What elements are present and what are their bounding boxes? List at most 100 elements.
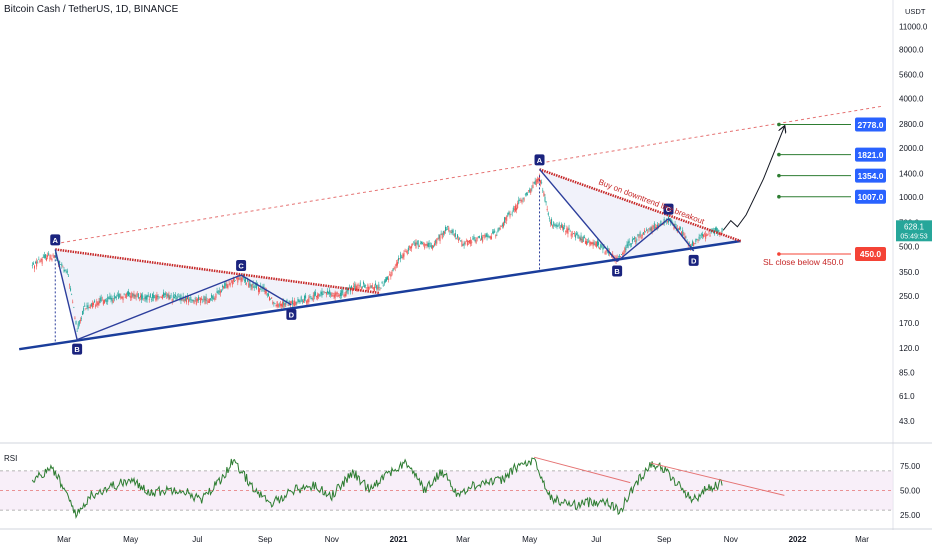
candle-body bbox=[657, 224, 659, 227]
candle-body bbox=[52, 254, 54, 257]
candle-body bbox=[563, 227, 565, 230]
candle-body bbox=[404, 250, 406, 252]
y-tick-label: 4000.0 bbox=[899, 95, 924, 104]
candle-body bbox=[31, 265, 33, 266]
candle-body bbox=[136, 294, 138, 296]
candle-body bbox=[41, 258, 43, 264]
candle-body bbox=[436, 239, 438, 244]
candle-body bbox=[677, 228, 679, 231]
pattern-point-badge bbox=[286, 308, 297, 320]
candle-body bbox=[325, 292, 327, 295]
candle-body bbox=[707, 234, 709, 236]
candle-body bbox=[385, 277, 387, 281]
countdown-label: 05:49:53 bbox=[900, 233, 927, 240]
candle-body bbox=[46, 257, 48, 261]
candle-body bbox=[68, 284, 70, 286]
candle-body bbox=[156, 295, 158, 299]
candle-body bbox=[70, 288, 72, 291]
projection-path bbox=[722, 127, 784, 231]
candle-body bbox=[157, 295, 159, 298]
candle-body bbox=[75, 320, 77, 325]
candle-body bbox=[298, 300, 300, 303]
candle-body bbox=[583, 236, 585, 239]
candle-body bbox=[626, 244, 628, 246]
candle-body bbox=[719, 233, 721, 235]
candle-body bbox=[134, 294, 136, 297]
candle-body bbox=[411, 245, 413, 249]
candle-body bbox=[141, 294, 143, 300]
candle-body bbox=[400, 253, 402, 259]
candle-body bbox=[288, 300, 290, 304]
candle-body bbox=[540, 180, 542, 184]
candle-body bbox=[294, 300, 296, 307]
target-badge bbox=[855, 189, 886, 204]
candle-body bbox=[269, 296, 271, 301]
candle-body bbox=[407, 247, 409, 251]
candle-body bbox=[345, 291, 347, 296]
candle-body bbox=[171, 298, 173, 302]
candle-body bbox=[290, 301, 292, 303]
candle-body bbox=[85, 308, 87, 309]
candle-body bbox=[328, 291, 330, 294]
x-tick-label: Nov bbox=[724, 535, 738, 544]
candle-body bbox=[475, 239, 477, 244]
x-tick-label: May bbox=[123, 535, 138, 544]
target-dot bbox=[777, 122, 781, 127]
candle-body bbox=[281, 303, 283, 307]
candle-body bbox=[67, 275, 69, 277]
candle-body bbox=[251, 284, 253, 290]
candle-body bbox=[470, 239, 472, 244]
candle-body bbox=[366, 287, 368, 289]
candle-body bbox=[208, 298, 210, 303]
candle-body bbox=[390, 275, 392, 277]
candle-body bbox=[144, 296, 146, 299]
candle-body bbox=[427, 242, 429, 247]
candle-body bbox=[718, 230, 720, 232]
candle-body bbox=[391, 271, 393, 275]
candle-body bbox=[574, 233, 576, 235]
candle-body bbox=[681, 231, 683, 236]
candle-body bbox=[359, 282, 361, 287]
candle-body bbox=[417, 240, 419, 247]
pattern-point-badge bbox=[72, 343, 83, 355]
candle-body bbox=[598, 242, 600, 245]
candle-body bbox=[333, 294, 335, 298]
candle-body bbox=[566, 228, 568, 233]
candle-body bbox=[636, 239, 638, 241]
candle-body bbox=[232, 278, 234, 282]
candle-body bbox=[89, 304, 91, 309]
candle-body bbox=[580, 235, 582, 241]
rsi-tick-label: 75.00 bbox=[900, 462, 921, 471]
candle-body bbox=[133, 293, 135, 299]
candle-body bbox=[481, 235, 483, 240]
candle-body bbox=[523, 198, 525, 200]
candle-body bbox=[258, 286, 260, 293]
candle-body bbox=[430, 245, 432, 248]
candle-body bbox=[334, 292, 336, 299]
candle-body bbox=[413, 241, 415, 243]
candle-body bbox=[236, 277, 238, 280]
candle-body bbox=[498, 227, 500, 230]
candle-body bbox=[340, 292, 342, 297]
stop-loss-label: 450.0 bbox=[860, 249, 882, 259]
candle-body bbox=[478, 236, 480, 239]
pattern-leg bbox=[538, 168, 618, 262]
candle-body bbox=[200, 297, 202, 303]
candle-body bbox=[150, 299, 152, 300]
candle-body bbox=[392, 268, 394, 272]
candle-body bbox=[493, 231, 495, 234]
candle-body bbox=[314, 292, 316, 296]
candle-body bbox=[93, 303, 95, 305]
candle-body bbox=[220, 290, 222, 292]
candle-body bbox=[426, 244, 428, 246]
candle-body bbox=[579, 237, 581, 241]
candle-body bbox=[121, 297, 123, 298]
candle-body bbox=[316, 296, 318, 297]
candle-body bbox=[254, 284, 256, 285]
candle-body bbox=[472, 238, 474, 240]
candle-body bbox=[354, 284, 356, 289]
candle-body bbox=[440, 233, 442, 235]
candle-body bbox=[108, 297, 110, 299]
candle-body bbox=[355, 285, 357, 290]
candle-body bbox=[431, 245, 433, 249]
